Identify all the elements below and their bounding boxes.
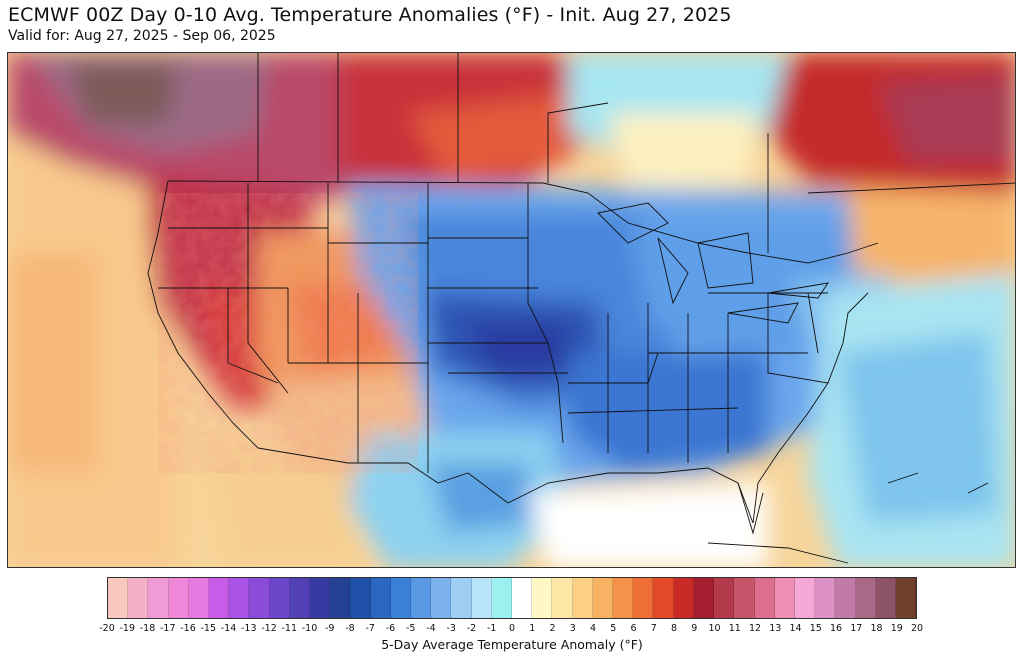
colorbar-tick-label: 9 (691, 623, 698, 634)
temperature-anomaly-map (7, 52, 1016, 568)
colorbar-label: 5-Day Average Temperature Anomaly (°F) (381, 637, 643, 652)
colorbar-bin (613, 578, 634, 618)
colorbar-tick-label: -15 (200, 623, 217, 634)
colorbar-bin (188, 578, 210, 618)
colorbar-tick-label: 10 (708, 623, 721, 634)
colorbar-bin (512, 578, 533, 618)
colorbar-tick-label: 5 (610, 623, 617, 634)
colorbar-bin (653, 578, 674, 618)
colorbar-bin (895, 578, 917, 618)
colorbar-tick-label: -14 (220, 623, 237, 634)
colorbar-tick-label: 6 (630, 623, 637, 634)
colorbar-bin (734, 578, 755, 618)
colorbar-bin (875, 578, 896, 618)
colorbar-tick-label: 14 (789, 623, 802, 634)
colorbar-tick-label: -18 (139, 623, 156, 634)
political-borders (147, 53, 1015, 564)
colorbar-bin (108, 578, 129, 618)
colorbar-bin (310, 578, 331, 618)
colorbar-tick-label: -8 (345, 623, 355, 634)
colorbar-tick-label: 7 (650, 623, 657, 634)
colorbar-bin (855, 578, 876, 618)
anomaly-field (8, 53, 1015, 567)
colorbar-bin (289, 578, 311, 618)
colorbar-tick-label: -4 (426, 623, 436, 634)
colorbar-ticks: -20 -19 -18 -17 -16 -15 -14 -13 -12 -11 -10 -9 -8 -7-… (99, 623, 923, 637)
colorbar-tick-label: 13 (769, 623, 782, 634)
colorbar-bin (794, 578, 816, 618)
colorbar-bin (673, 578, 694, 618)
colorbar-tick-label: -2 (466, 623, 477, 634)
colorbar-tick-label: 17 (850, 623, 863, 634)
colorbar-bin (774, 578, 795, 618)
colorbar-bin (148, 578, 169, 618)
colorbar-tick-label: 4 (589, 623, 597, 634)
colorbar-tick-label: -11 (281, 623, 298, 634)
colorbar-bin (491, 578, 513, 618)
colorbar-bin (572, 578, 593, 618)
colorbar-tick-label: 20 (910, 623, 924, 634)
colorbar-tick-label: 2 (549, 623, 556, 634)
colorbar-tick-label: 8 (670, 623, 678, 634)
colorbar-bin (835, 578, 856, 618)
colorbar-tick-label: -13 (240, 623, 257, 634)
map-title: ECMWF 00Z Day 0-10 Avg. Temperature Anom… (8, 4, 732, 26)
colorbar-tick-label: -6 (385, 623, 396, 634)
colorbar-bin (350, 578, 371, 618)
colorbar-tick-label: -1 (487, 623, 497, 634)
colorbar-tick-label: -7 (365, 623, 375, 634)
colorbar-bin (229, 578, 250, 618)
colorbar-tick-label: 12 (748, 623, 762, 634)
colorbar-bin (411, 578, 432, 618)
colorbar-bin (431, 578, 452, 618)
colorbar-tick-label: 11 (728, 623, 741, 634)
colorbar-bin (330, 578, 351, 618)
map-canvas (8, 53, 1015, 567)
colorbar-tick-label: -10 (301, 623, 318, 634)
colorbar-bin (592, 578, 614, 618)
colorbar-bin (815, 578, 836, 618)
colorbar-bin (532, 578, 553, 618)
colorbar-bin (633, 578, 654, 618)
colorbar-tick-label: 15 (809, 623, 822, 634)
colorbar-tick-label: 19 (890, 623, 903, 634)
colorbar-tick-label: -16 (180, 623, 196, 634)
colorbar-tick-label: -20 (99, 623, 115, 634)
colorbar (107, 577, 917, 619)
valid-date-range: Valid for: Aug 27, 2025 - Sep 06, 2025 (8, 28, 276, 44)
colorbar-tick-label: 1 (529, 623, 536, 634)
colorbar-bin (471, 578, 492, 618)
colorbar-tick-label: 0 (508, 623, 516, 634)
colorbar-bin (390, 578, 412, 618)
colorbar-bin (249, 578, 270, 618)
colorbar-bin (370, 578, 391, 618)
colorbar-tick-label: -9 (325, 623, 335, 634)
colorbar-bin (209, 578, 230, 618)
colorbar-bin (714, 578, 735, 618)
colorbar-bin (754, 578, 775, 618)
colorbar-bin (552, 578, 573, 618)
colorbar-tick-label: 3 (569, 623, 576, 634)
colorbar-tick-label: -3 (446, 623, 456, 634)
colorbar-bin (269, 578, 290, 618)
colorbar-tick-label: -5 (406, 623, 416, 634)
colorbar-bin (451, 578, 472, 618)
colorbar-bin (168, 578, 189, 618)
colorbar-bin (128, 578, 149, 618)
colorbar-tick-label: -19 (119, 623, 136, 634)
colorbar-tick-label: -12 (261, 623, 277, 634)
colorbar-bin (693, 578, 715, 618)
colorbar-tick-label: 18 (870, 623, 883, 634)
colorbar-tick-label: 16 (829, 623, 843, 634)
colorbar-tick-label: -17 (159, 623, 176, 634)
